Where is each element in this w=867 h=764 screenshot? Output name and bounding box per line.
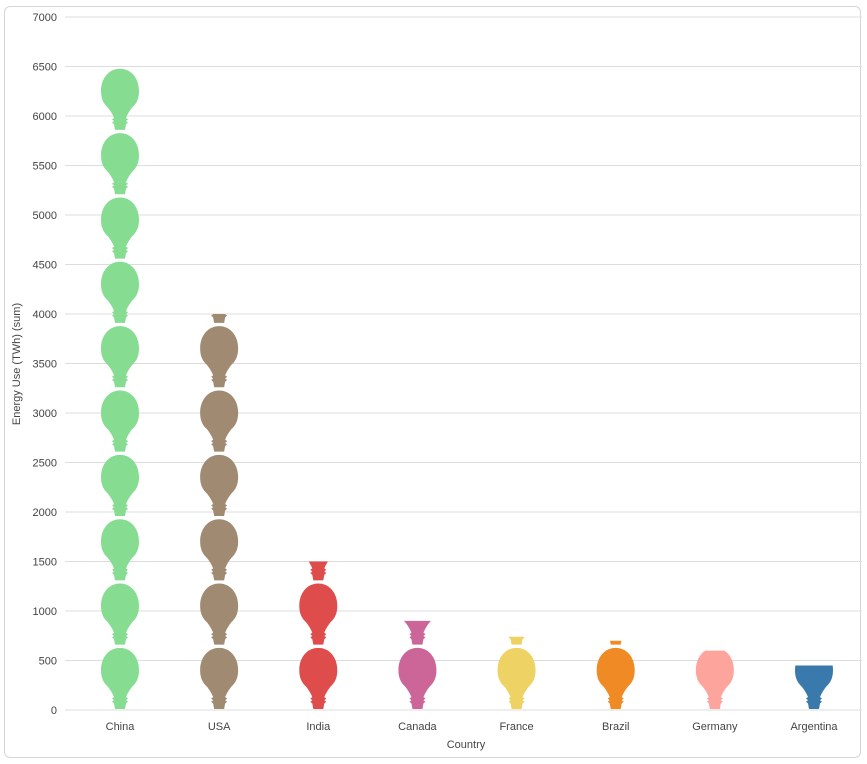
bulb-icon	[200, 390, 239, 452]
y-axis-ticks: 0 500 1000 1500 2000 2500 3000 3500 4000 4500 5000…	[33, 12, 57, 717]
x-tick-label-usa: USA	[208, 721, 231, 733]
y-tick-label-6: 3000	[33, 408, 57, 420]
bars	[101, 68, 833, 710]
x-tick-label-india: India	[306, 721, 331, 733]
x-tick-label-brazil: Brazil	[602, 721, 630, 733]
bulb-icon	[200, 454, 239, 516]
y-tick-label-7: 3500	[33, 359, 57, 371]
bulb-icon	[200, 519, 239, 581]
bulb-icon	[308, 561, 328, 581]
bar-canada[interactable]	[398, 584, 437, 710]
y-axis-title: Energy Use (TWh) (sum)	[11, 303, 23, 425]
bulb-icon	[200, 326, 239, 388]
x-axis-ticks: China USA India Canada France Brazil Germany Ar…	[106, 721, 839, 733]
bulb-icon	[101, 583, 139, 645]
x-axis-title: Country	[447, 739, 486, 751]
bulb-icon	[101, 68, 139, 130]
y-tick-label-13: 6500	[33, 62, 57, 74]
bulb-icon	[101, 197, 139, 259]
bulb-icon	[497, 647, 536, 710]
bulb-icon	[508, 636, 525, 645]
bulb-icon	[200, 583, 239, 645]
bar-india[interactable]	[299, 519, 338, 710]
x-tick-label-france: France	[499, 721, 533, 733]
bulb-icon	[101, 390, 139, 452]
bar-china[interactable]	[101, 68, 139, 710]
bulb-icon	[795, 665, 833, 710]
y-tick-label-12: 6000	[33, 111, 57, 123]
bulb-icon	[200, 647, 239, 710]
y-tick-label-1: 500	[39, 656, 57, 668]
x-tick-label-canada: Canada	[398, 721, 437, 733]
y-tick-label-9: 4500	[33, 260, 57, 272]
bulb-icon	[596, 647, 635, 710]
bar-argentina[interactable]	[795, 648, 833, 710]
y-tick-label-0: 0	[51, 705, 57, 717]
gridlines	[65, 16, 862, 711]
bulb-icon	[101, 133, 139, 195]
bar-usa[interactable]	[200, 262, 239, 710]
bulb-icon	[101, 519, 139, 581]
y-tick-label-3: 1500	[33, 557, 57, 569]
bulb-icon	[609, 640, 622, 645]
x-tick-label-china: China	[106, 721, 136, 733]
y-tick-label-14: 7000	[33, 12, 57, 24]
x-tick-label-argentina: Argentina	[790, 721, 838, 733]
y-tick-label-11: 5500	[33, 161, 57, 173]
x-tick-label-germany: Germany	[692, 721, 738, 733]
bar-brazil[interactable]	[596, 584, 635, 710]
y-tick-label-8: 4000	[33, 309, 57, 321]
bulb-icon	[101, 454, 139, 516]
bulb-icon	[299, 647, 338, 710]
bar-france[interactable]	[497, 584, 536, 710]
bulb-icon	[695, 650, 734, 710]
bar-germany[interactable]	[695, 648, 734, 710]
chart-frame	[4, 6, 861, 758]
y-tick-label-5: 2500	[33, 458, 57, 470]
y-tick-label-4: 2000	[33, 507, 57, 519]
bulb-icon	[403, 620, 432, 645]
bulb-icon	[211, 314, 228, 323]
bulb-icon	[101, 647, 139, 710]
bulb-icon	[101, 326, 139, 388]
bulb-icon	[398, 647, 437, 710]
bulb-icon	[299, 583, 338, 645]
bulb-icon	[101, 261, 139, 323]
y-tick-label-10: 5000	[33, 210, 57, 222]
y-tick-label-2: 1000	[33, 606, 57, 618]
